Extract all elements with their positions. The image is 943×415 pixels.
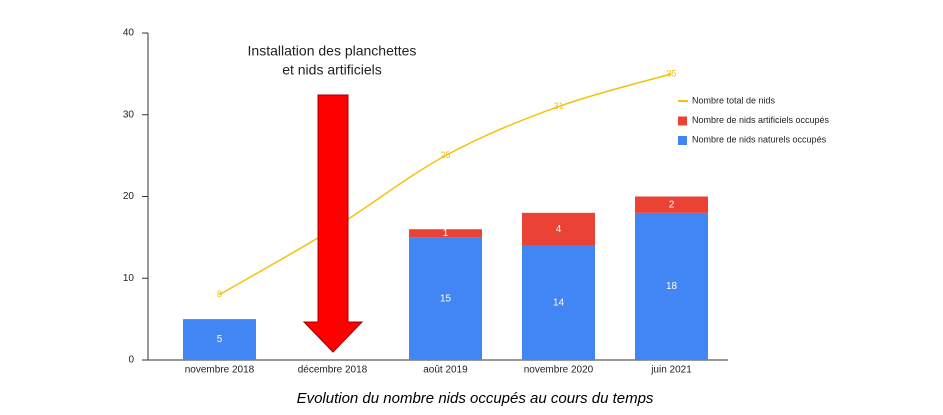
- legend-swatch: [678, 116, 687, 126]
- x-tick-label: novembre 2020: [524, 365, 594, 376]
- data-label: 8: [217, 289, 222, 299]
- annotation-arrow: [302, 94, 364, 353]
- y-tick-label: 10: [123, 273, 135, 284]
- legend-label: Nombre total de nids: [692, 95, 776, 105]
- data-label: 5: [217, 334, 223, 345]
- x-tick-label: juin 2021: [650, 365, 692, 376]
- y-tick-label: 20: [123, 191, 135, 202]
- y-tick-label: 30: [123, 109, 135, 120]
- y-tick-label: 40: [123, 28, 135, 39]
- x-tick-label: août 2019: [423, 365, 468, 376]
- data-label: 35: [666, 68, 676, 78]
- data-label: 25: [440, 150, 450, 160]
- x-tick-label: décembre 2018: [298, 365, 368, 376]
- bar: [635, 196, 708, 213]
- annotation: et nids artificiels: [282, 62, 382, 78]
- bar: [409, 229, 482, 238]
- y-tick-label: 0: [128, 355, 134, 366]
- bar: [183, 319, 256, 360]
- legend-label: Nombre de nids artificiels occupés: [692, 115, 830, 125]
- plot: 0 10 20 30 40 novembre 2018 décembre 2018 août …: [123, 28, 830, 376]
- data-label: 4: [556, 224, 562, 235]
- annotation: Installation des planchettes: [248, 43, 417, 59]
- data-label: 1: [443, 228, 449, 239]
- bar: [522, 212, 595, 246]
- x-tick-label: novembre 2018: [185, 365, 255, 376]
- bar: [409, 237, 482, 360]
- line: [219, 73, 672, 296]
- chart-title: Evolution du nombre nids occupés au cour…: [297, 390, 654, 407]
- data-label: 31: [553, 101, 563, 111]
- data-label: 2: [669, 199, 675, 210]
- data-label: 14: [553, 297, 565, 308]
- legend-label: Nombre de nids naturels occupés: [692, 134, 827, 144]
- bar: [522, 245, 595, 360]
- legend-swatch: [678, 136, 687, 145]
- data-label: 18: [666, 281, 678, 292]
- data-label: 15: [440, 293, 452, 304]
- bar: [635, 212, 708, 360]
